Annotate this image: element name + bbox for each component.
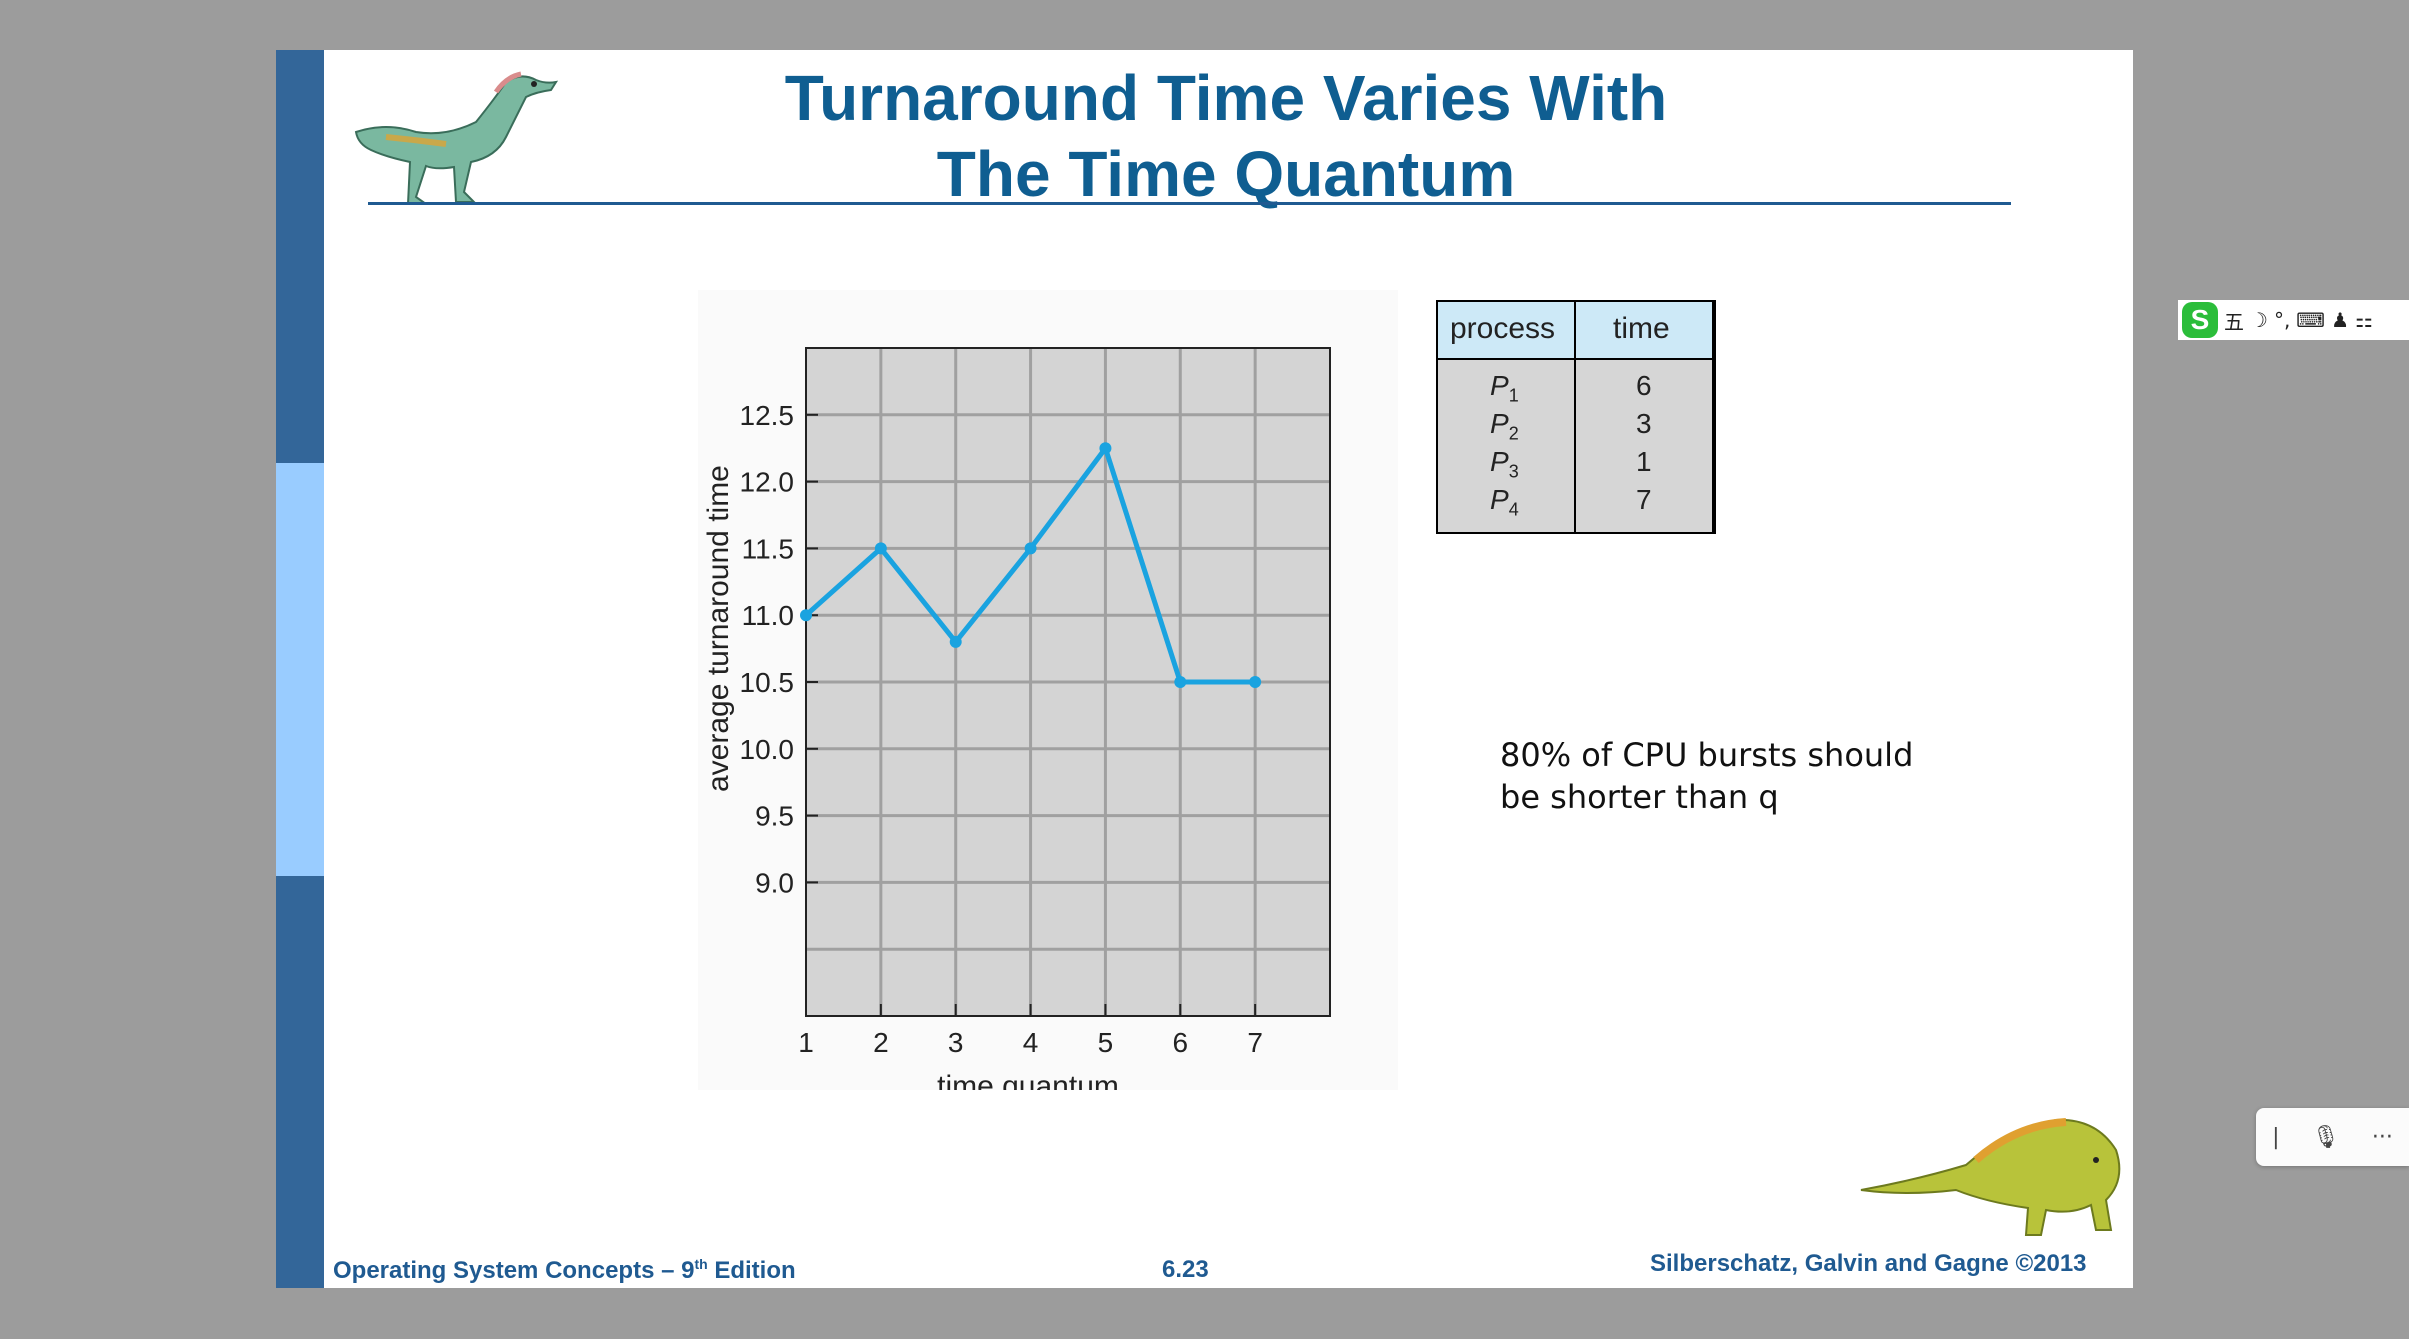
y-tick-label: 12.5 xyxy=(740,400,795,431)
cpu-burst-note: 80% of CPU bursts should be shorter than… xyxy=(1500,734,1913,818)
ime-mode-label[interactable]: 五 xyxy=(2224,309,2244,334)
slide: Turnaround Time Varies With The Time Qua… xyxy=(276,50,2133,1288)
dinosaur-logo-icon xyxy=(354,71,559,205)
x-tick-label: 4 xyxy=(1023,1027,1039,1058)
y-tick-label: 9.5 xyxy=(755,801,794,832)
ime-punctuation-icon[interactable]: °, xyxy=(2273,308,2291,332)
y-tick-label: 11.0 xyxy=(742,600,794,631)
process-name-p1: P1 xyxy=(1490,370,1519,406)
slide-title: Turnaround Time Varies With The Time Qua… xyxy=(676,60,1776,212)
time-header: time xyxy=(1613,312,1670,345)
ime-user-icon[interactable]: ♟ xyxy=(2331,308,2350,332)
y-tick-label: 11.5 xyxy=(742,533,794,564)
process-name-p3: P3 xyxy=(1490,446,1519,482)
slide-title-line-2: The Time Quantum xyxy=(936,138,1516,210)
voice-input-bar[interactable]: | 🎙 ··· xyxy=(2256,1108,2409,1166)
y-tick-label: 9.0 xyxy=(755,867,794,898)
title-underline xyxy=(368,202,2011,205)
more-options-icon[interactable]: ··· xyxy=(2371,1124,2393,1150)
sidebar-stripe-middle xyxy=(276,463,324,876)
note-line-2: be shorter than q xyxy=(1500,778,1779,816)
data-point xyxy=(1024,542,1037,555)
process-header: process xyxy=(1450,312,1556,345)
process-time-p1: 6 xyxy=(1636,370,1652,401)
y-tick-label: 12.0 xyxy=(740,467,795,498)
sidebar-stripe-bottom xyxy=(276,876,324,1288)
x-tick-label: 7 xyxy=(1247,1027,1263,1058)
turnaround-chart: 9.0 9.5 10.0 10.5 11.0 11.5 12.0 12.5 1 2 3 4 5 6 7 tim… xyxy=(698,290,1398,1090)
dinosaur-corner-icon xyxy=(1860,1118,2121,1236)
x-axis-label: time quantum xyxy=(937,1070,1119,1090)
data-point xyxy=(874,542,887,555)
sidebar-stripe-top xyxy=(276,50,324,463)
footer-slide-number: 6.23 xyxy=(1162,1256,1209,1283)
y-axis-label: average turnaround time xyxy=(702,465,735,792)
data-point xyxy=(949,635,962,648)
process-table-divider xyxy=(1574,302,1576,532)
x-tick-label: 5 xyxy=(1098,1027,1114,1058)
process-time-p4: 7 xyxy=(1636,484,1652,515)
slide-title-line-1: Turnaround Time Varies With xyxy=(784,62,1668,134)
microphone-icon[interactable]: 🎙 xyxy=(2311,1124,2340,1150)
y-tick-label: 10.5 xyxy=(740,667,795,698)
data-point xyxy=(800,609,812,622)
ime-moon-icon[interactable]: ☽ xyxy=(2250,308,2268,332)
ime-toolbar[interactable]: S 五 ☽ °, ⌨ ♟ ⚏ xyxy=(2178,300,2409,340)
footer-authors: Silberschatz, Galvin and Gagne ©2013 xyxy=(1650,1250,2087,1277)
ime-logo-icon[interactable]: S xyxy=(2182,302,2218,338)
y-tick-label: 10.0 xyxy=(740,734,795,765)
ime-grid-icon[interactable]: ⚏ xyxy=(2355,308,2374,332)
process-name-p2: P2 xyxy=(1490,408,1519,444)
ime-keyboard-icon[interactable]: ⌨ xyxy=(2296,308,2326,332)
note-line-1: 80% of CPU bursts should xyxy=(1500,736,1914,774)
x-tick-label: 1 xyxy=(798,1027,814,1058)
process-time-p3: 1 xyxy=(1636,446,1652,477)
text-cursor-icon[interactable]: | xyxy=(2272,1124,2280,1150)
data-point xyxy=(1249,676,1262,688)
x-tick-label: 3 xyxy=(948,1027,964,1058)
process-time-p2: 3 xyxy=(1636,408,1652,439)
process-name-p4: P4 xyxy=(1490,484,1519,520)
data-point xyxy=(1099,442,1112,455)
footer-book-title: Operating System Concepts – 9th Edition xyxy=(333,1256,796,1284)
x-tick-label: 2 xyxy=(873,1027,889,1058)
process-table: process time P1 6 P2 3 P3 1 P4 7 xyxy=(1436,300,1716,534)
x-tick-label: 6 xyxy=(1172,1027,1188,1058)
data-point xyxy=(1174,676,1187,688)
